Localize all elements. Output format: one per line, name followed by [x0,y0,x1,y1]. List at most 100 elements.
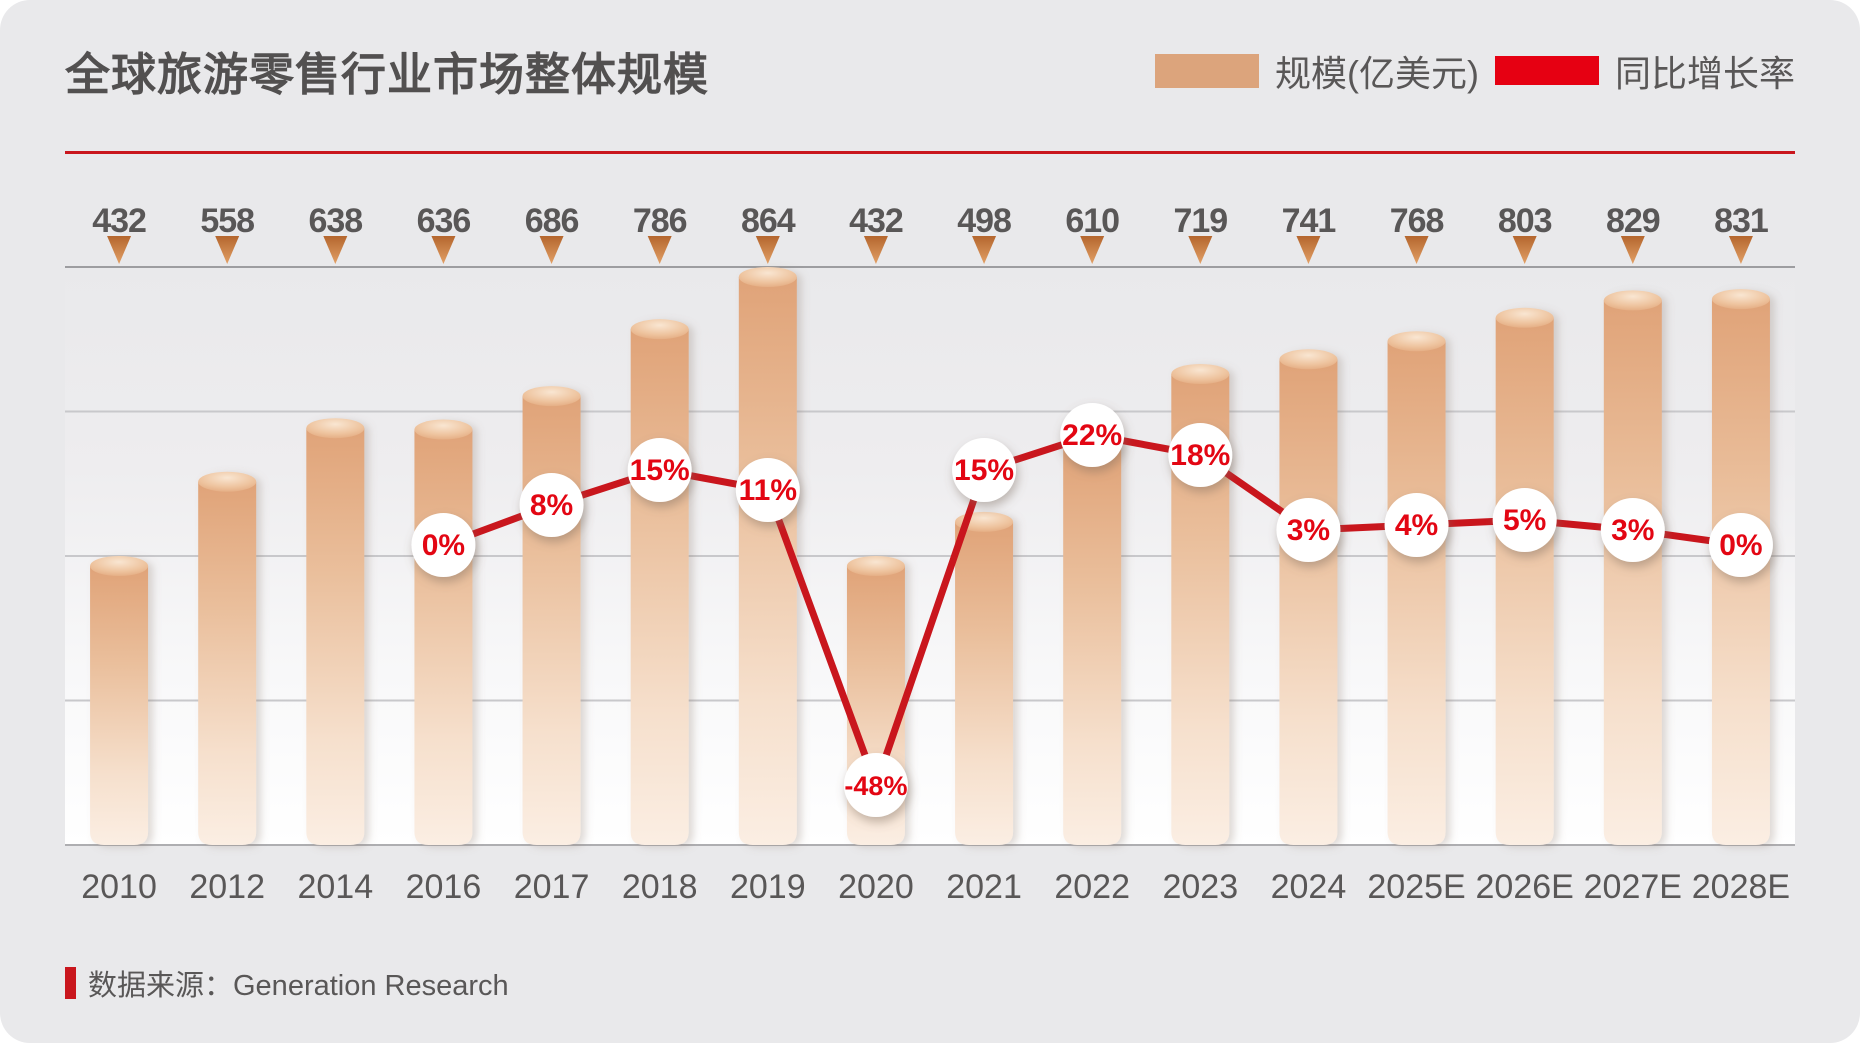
bar-top-cap [1603,290,1662,311]
down-arrow-icon [539,236,564,264]
down-arrow-icon [755,236,780,264]
source-accent-bar [65,967,76,999]
down-arrow-icon [1512,236,1537,264]
bar-2027E [1603,290,1662,846]
bar-2026E [1495,307,1554,845]
x-label-2020: 2020 [838,868,914,906]
x-label-2025E: 2025E [1367,868,1465,906]
bar-2022 [1063,436,1122,845]
value-label-2026E: 803 [1498,202,1552,240]
bar-2024 [1279,349,1338,845]
value-label-2024: 741 [1282,202,1336,240]
x-label-2022: 2022 [1054,868,1130,906]
x-label-2023: 2023 [1162,868,1238,906]
bar-top-cap [522,386,581,407]
bar-2018 [630,319,689,845]
growth-point-2023 [1168,423,1233,487]
growth-point-label-2028E: 0% [1719,529,1762,562]
value-label-2019: 864 [741,202,796,240]
growth-point-label-2023: 18% [1170,439,1230,472]
bar-2016 [414,419,473,845]
x-label-2018: 2018 [622,868,698,906]
growth-point-2017 [519,473,584,537]
bar-top-cap [1171,364,1230,385]
bar-2023 [1171,364,1230,845]
header: 全球旅游零售行业市场整体规模 规模(亿美元) 同比增长率 [65,38,1795,103]
bar-top-cap [738,267,797,287]
bar-2021 [955,511,1014,845]
growth-point-label-2026E: 5% [1503,504,1546,537]
down-arrow-icon [1404,236,1429,264]
legend-label: 规模(亿美元) [1275,52,1479,94]
down-arrow-icon [972,236,997,264]
x-label-2010: 2010 [81,868,157,906]
bar-top-cap [198,471,257,492]
down-arrow-icon [1188,236,1213,264]
bar-top-cap [1711,289,1770,310]
bar-top-cap [306,418,365,439]
down-arrow-icon [647,236,672,264]
x-label-2016: 2016 [406,868,482,906]
down-arrow-icon [323,236,348,264]
x-label-2019: 2019 [730,868,806,906]
value-label-2016: 636 [417,202,471,240]
bar-2012 [198,471,257,845]
x-label-2014: 2014 [297,868,373,906]
bar-2010 [90,556,149,845]
down-arrow-icon [431,236,456,264]
growth-point-2024 [1276,498,1341,562]
x-label-2028E: 2028E [1692,868,1790,906]
x-label-2026E: 2026E [1476,868,1574,906]
bar-2017 [522,386,581,845]
bar-2014 [306,418,365,845]
growth-point-label-2018: 15% [630,454,690,487]
growth-point-2025E [1384,493,1449,557]
growth-point-2018 [627,438,692,502]
x-label-2017: 2017 [514,868,590,906]
growth-point-label-2017: 8% [530,489,573,522]
header-separator [65,151,1795,154]
growth-point-label-2021: 15% [954,454,1014,487]
bar-top-cap [1495,307,1554,328]
x-label-2021: 2021 [946,868,1022,906]
growth-point-label-2024: 3% [1287,514,1330,547]
down-arrow-icon [1620,236,1645,264]
legend: 规模(亿美元) 同比增长率 [1155,45,1795,97]
growth-point-label-2022: 22% [1062,419,1122,452]
growth-point-label-2025E: 4% [1395,509,1438,542]
value-label-2018: 786 [633,202,687,240]
value-label-2021: 498 [957,202,1011,240]
bar-top-cap [414,419,473,440]
value-label-2020: 432 [849,202,903,240]
legend-label: 同比增长率 [1614,52,1795,94]
bar-2019 [738,267,797,845]
bar-top-cap [1279,349,1338,370]
source-text: 数据来源：Generation Research [88,970,509,1002]
down-arrow-icon [1080,236,1105,264]
growth-point-label-2019: 11% [739,474,797,507]
value-label-2012: 558 [200,202,254,240]
down-arrow-icon [107,236,132,264]
growth-point-2028E [1708,513,1773,577]
growth-point-2019 [735,458,800,522]
bar-top-cap [630,319,689,340]
down-arrow-icon [1296,236,1321,264]
bar-top-cap [846,556,905,576]
legend-swatch-line-icon [1494,56,1599,85]
x-label-2024: 2024 [1271,868,1347,906]
down-arrow-icon [863,236,888,264]
down-arrow-icon [1728,236,1753,264]
bar-2025E [1387,331,1446,845]
x-label-2012: 2012 [189,868,265,906]
value-label-2027E: 829 [1606,202,1660,240]
page-title: 全球旅游零售行业市场整体规模 [65,49,710,100]
bar-top-cap [1387,331,1446,352]
value-label-2010: 432 [92,202,146,240]
value-label-2017: 686 [525,202,579,240]
growth-point-label-2016: 0% [422,529,465,562]
value-label-2022: 610 [1065,202,1119,240]
growth-point-2016 [411,513,476,577]
growth-point-label-2020: -48% [844,771,907,801]
growth-point-label-2027E: 3% [1611,514,1654,547]
